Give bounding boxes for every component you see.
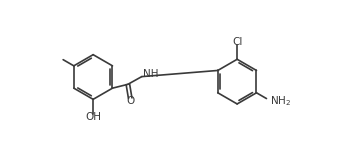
Text: NH: NH bbox=[143, 69, 158, 79]
Text: Cl: Cl bbox=[232, 37, 242, 47]
Text: NH$_2$: NH$_2$ bbox=[270, 94, 291, 108]
Text: OH: OH bbox=[85, 112, 101, 122]
Text: O: O bbox=[126, 96, 134, 106]
